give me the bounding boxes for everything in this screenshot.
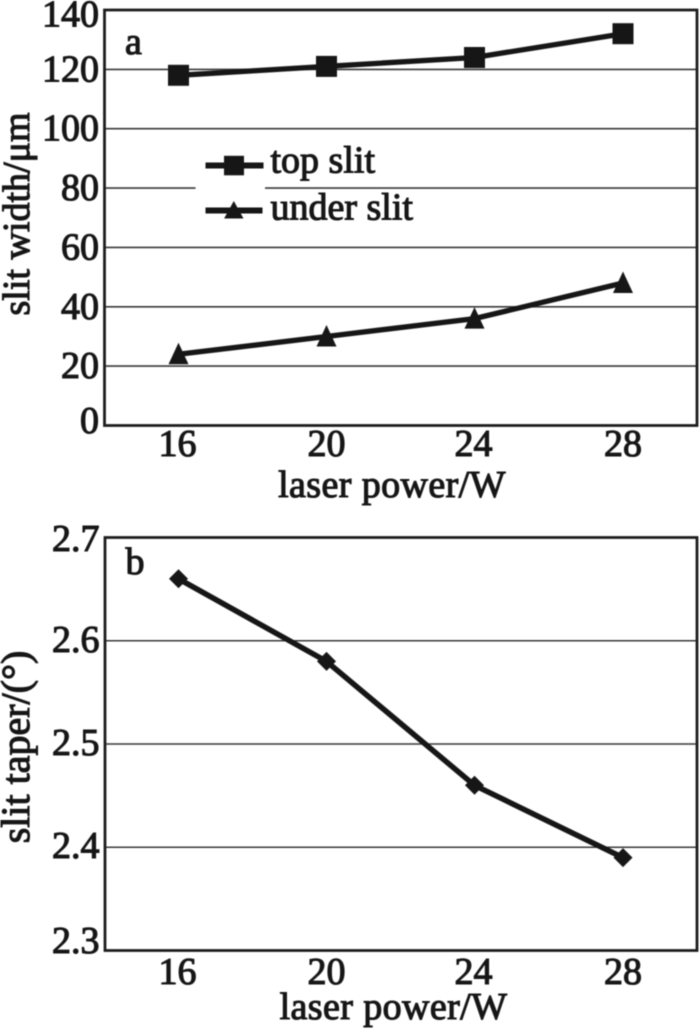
svg-text:24: 24 bbox=[455, 423, 493, 465]
svg-text:a: a bbox=[125, 21, 142, 63]
svg-text:slit taper/(°): slit taper/(°) bbox=[0, 651, 38, 844]
svg-text:60: 60 bbox=[61, 226, 99, 268]
svg-text:20: 20 bbox=[61, 345, 99, 387]
svg-text:20: 20 bbox=[308, 423, 346, 465]
svg-text:under slit: under slit bbox=[271, 187, 414, 229]
svg-text:16: 16 bbox=[159, 423, 197, 465]
svg-text:laser power/W: laser power/W bbox=[280, 986, 508, 1028]
svg-text:100: 100 bbox=[42, 108, 99, 150]
svg-text:slit width/μm: slit width/μm bbox=[0, 112, 38, 315]
svg-text:b: b bbox=[126, 541, 145, 583]
svg-text:2.5: 2.5 bbox=[52, 722, 100, 764]
svg-text:28: 28 bbox=[604, 951, 642, 993]
svg-text:80: 80 bbox=[61, 167, 99, 209]
svg-text:40: 40 bbox=[61, 286, 99, 328]
svg-text:laser power/W: laser power/W bbox=[278, 464, 506, 506]
svg-text:28: 28 bbox=[604, 423, 642, 465]
svg-text:2.7: 2.7 bbox=[52, 518, 100, 560]
svg-text:16: 16 bbox=[159, 951, 197, 993]
svg-text:20: 20 bbox=[308, 951, 346, 993]
svg-text:0: 0 bbox=[80, 400, 99, 442]
svg-text:top slit: top slit bbox=[271, 140, 376, 182]
svg-text:2.4: 2.4 bbox=[52, 825, 100, 867]
svg-text:2.3: 2.3 bbox=[52, 920, 100, 962]
svg-text:120: 120 bbox=[42, 48, 99, 90]
svg-text:24: 24 bbox=[455, 951, 493, 993]
svg-text:2.6: 2.6 bbox=[52, 619, 100, 661]
svg-text:140: 140 bbox=[42, 0, 99, 36]
